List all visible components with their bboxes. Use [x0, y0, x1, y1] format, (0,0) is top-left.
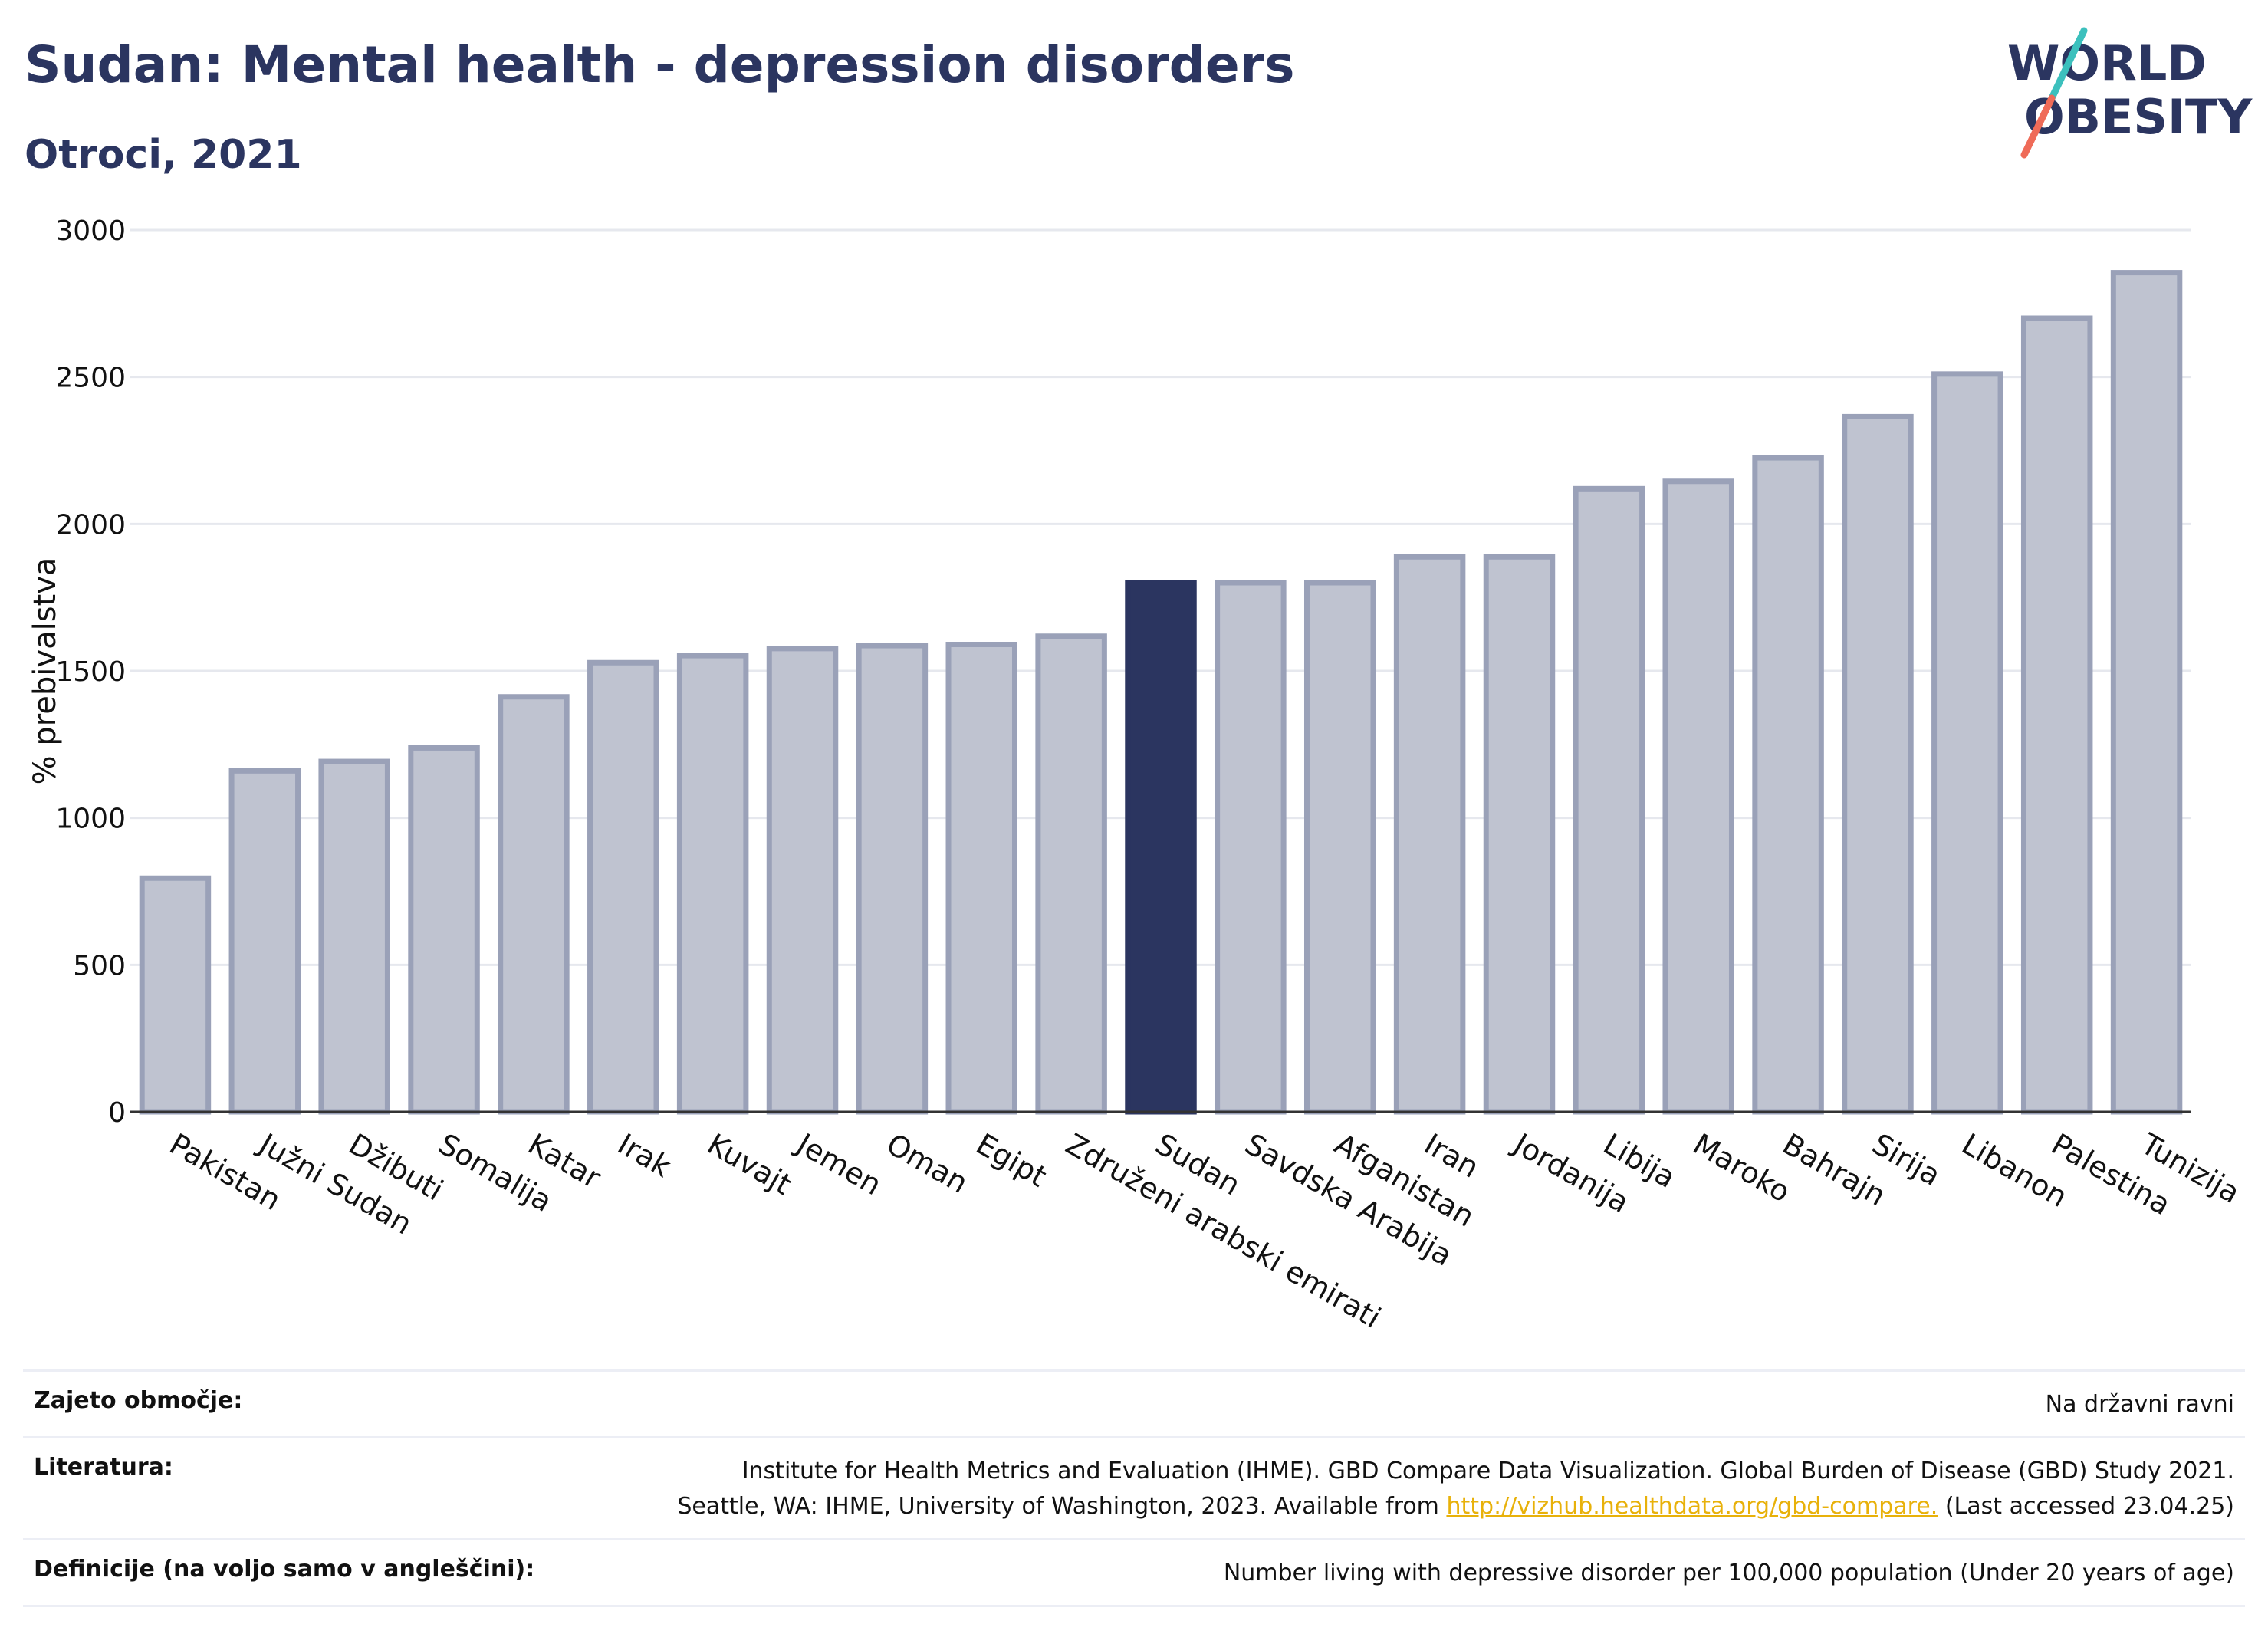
chart-subtitle: Otroci, 2021	[25, 132, 302, 178]
x-tick-label: Egipt	[971, 1127, 1053, 1194]
x-tick-label: Maroko	[1688, 1127, 1796, 1209]
y-tick-label: 2000	[55, 509, 126, 541]
bar-irak	[587, 659, 659, 1115]
bar-jemen	[766, 646, 839, 1115]
y-axis-ticks: 0 500 1000 1500 2000 2500 3000	[55, 215, 126, 1129]
y-tick-label: 1000	[55, 804, 126, 835]
bar-libanon	[1931, 371, 2003, 1115]
chart-title: Sudan: Mental health - depression disord…	[25, 35, 1295, 94]
bar-iran	[1393, 554, 1466, 1115]
literature-value: Institute for Health Metrics and Evaluat…	[677, 1454, 2234, 1524]
bar-libija	[1573, 485, 1645, 1115]
bar-kuvajt	[676, 653, 749, 1115]
x-tick-label: Bahrajn	[1777, 1127, 1892, 1213]
info-table: Zajeto območje: Na državni ravni Literat…	[23, 1369, 2245, 1607]
logo-line2: OBESITY	[2024, 89, 2253, 145]
literature-line2-pre: Seattle, WA: IHME, University of Washing…	[677, 1493, 1447, 1520]
y-tick-label: 3000	[55, 215, 126, 247]
definitions-key: Definicije (na voljo samo v angleščini):	[34, 1556, 535, 1583]
y-axis-label: % prebivalstva	[28, 557, 63, 785]
logo-stroke-bottom	[2020, 94, 2056, 159]
info-row-literature: Literatura: Institute for Health Metrics…	[23, 1436, 2245, 1538]
bar-oman	[856, 643, 929, 1115]
bar-sudan	[1125, 580, 1197, 1115]
info-row-coverage: Zajeto območje: Na državni ravni	[23, 1369, 2245, 1436]
x-tick-label: Oman	[881, 1127, 974, 1200]
bar-pakistan	[139, 875, 212, 1115]
y-tick-label: 2500	[55, 363, 126, 394]
bar-jordanija	[1483, 554, 1556, 1115]
literature-key: Literatura:	[34, 1454, 173, 1481]
coverage-key: Zajeto območje:	[34, 1387, 243, 1414]
bar-egipt	[945, 642, 1018, 1115]
info-row-definitions: Definicije (na voljo samo v angleščini):…	[23, 1538, 2245, 1607]
bar-džibuti	[318, 758, 390, 1115]
bar-združeni-arabski-emirati	[1035, 633, 1107, 1115]
y-tick-label: 500	[73, 950, 126, 981]
bar-palestina	[2020, 315, 2093, 1115]
literature-line2-post: (Last accessed 23.04.25)	[1938, 1493, 2234, 1520]
literature-line1: Institute for Health Metrics and Evaluat…	[741, 1458, 2234, 1484]
y-tick-label: 0	[108, 1097, 126, 1129]
bar-savdska-arabija	[1215, 580, 1287, 1115]
bar-maroko	[1662, 478, 1734, 1115]
bar-katar	[498, 694, 570, 1115]
bar-sirija	[1842, 413, 1914, 1115]
bar-afganistan	[1303, 580, 1376, 1115]
world-obesity-logo: WORLD OBESITY	[2007, 27, 2253, 159]
bars	[139, 270, 2183, 1115]
definitions-value: Number living with depressive disorder p…	[1223, 1560, 2234, 1586]
x-tick-label: Irak	[612, 1127, 676, 1184]
bar-somalija	[408, 745, 480, 1115]
coverage-value: Na državni ravni	[2045, 1391, 2234, 1418]
source-link[interactable]: http://vizhub.healthdata.org/gbd-compare…	[1446, 1493, 1938, 1520]
bar-bahrajn	[1752, 455, 1824, 1115]
logo-line1: WORLD	[2007, 35, 2207, 91]
logo-stroke-top	[2048, 27, 2088, 102]
x-tick-label: Kuvajt	[702, 1127, 797, 1202]
x-tick-label: Jemen	[790, 1126, 887, 1202]
y-tick-label: 1500	[55, 656, 126, 688]
bar-tunizija	[2110, 270, 2183, 1115]
bar-južni-sudan	[228, 768, 301, 1115]
